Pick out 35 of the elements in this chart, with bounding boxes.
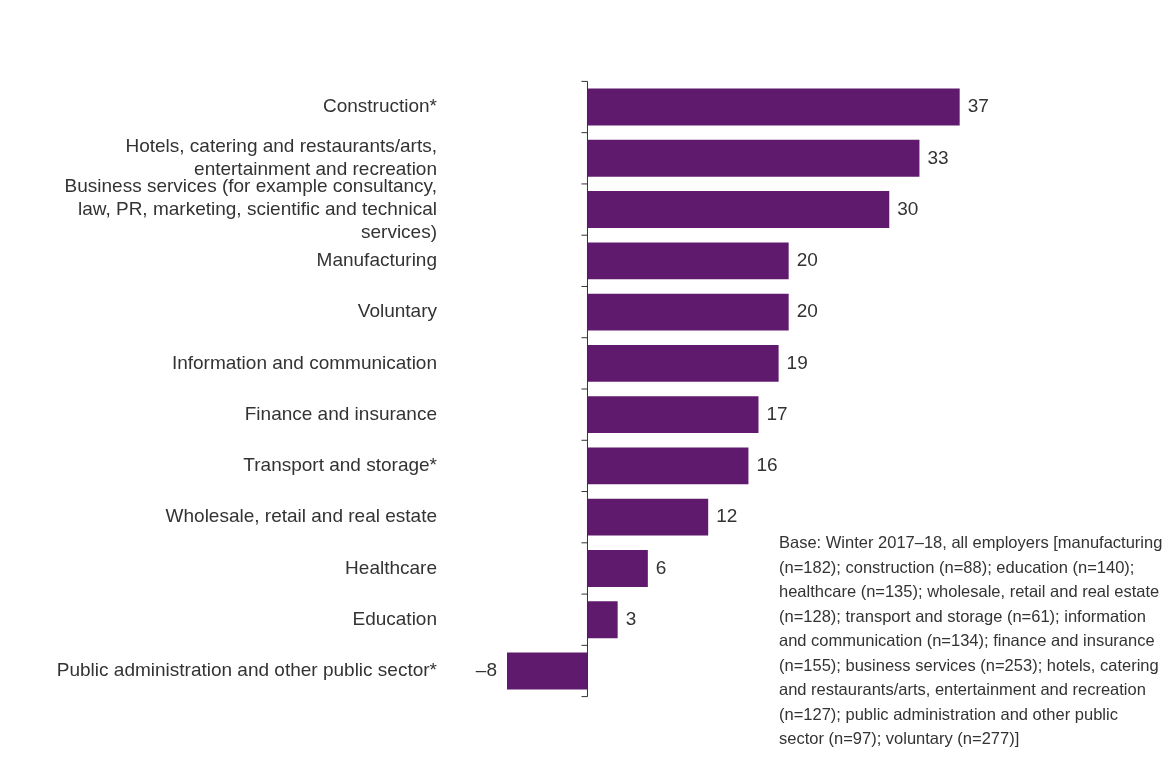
- bar: [587, 242, 789, 280]
- bar: [587, 396, 759, 434]
- y-tick-label: Construction*: [322, 95, 438, 117]
- bar: [587, 344, 779, 382]
- bar: [587, 88, 960, 126]
- y-tick-label: Finance and insurance: [244, 402, 437, 424]
- y-tick-label: Wholesale, retail and real estate: [165, 505, 437, 527]
- data-label: 20: [796, 249, 818, 271]
- y-tick-label: Healthcare: [345, 556, 437, 578]
- data-label: 17: [766, 402, 788, 424]
- y-tick-label: Public administration and other public sector*: [56, 659, 438, 681]
- bar: [587, 191, 890, 229]
- y-tick-label: Information and communication: [171, 351, 437, 373]
- bar: [587, 549, 648, 587]
- data-label: –8: [475, 659, 497, 681]
- bar: [587, 293, 789, 331]
- bar: [587, 447, 749, 485]
- data-label: 3: [625, 607, 637, 629]
- data-label: 19: [786, 351, 808, 373]
- bar: [507, 652, 588, 690]
- data-label: 20: [796, 300, 818, 322]
- bar: [587, 139, 920, 177]
- y-tick-label: Voluntary: [357, 300, 438, 322]
- data-label: 33: [927, 146, 949, 168]
- data-label: 6: [655, 556, 667, 578]
- data-label: 37: [967, 95, 989, 117]
- bar: [587, 601, 618, 639]
- data-label: 12: [716, 505, 738, 527]
- y-tick-label: Education: [352, 607, 437, 629]
- y-tick-label: Transport and storage*: [243, 454, 438, 476]
- bar: [587, 498, 709, 536]
- text: Base: Winter 2017–18, all employers [manufacturing (n=182); construction (n=88); education (n=140); healthcare (n=135); wholesale, retail and real estate (n=128); transport and storage (n=61); information and communication (n=134); finance and insurance (n=155); business services (n=253); hotels, catering and restaurants/arts, entertainment and recreation (n=127); public administration and other public sector (n=97); voluntary (n=277)]: [779, 533, 1163, 747]
- data-label: 30: [897, 197, 919, 219]
- y-tick-label: Manufacturing: [316, 249, 437, 271]
- data-label: 16: [756, 454, 778, 476]
